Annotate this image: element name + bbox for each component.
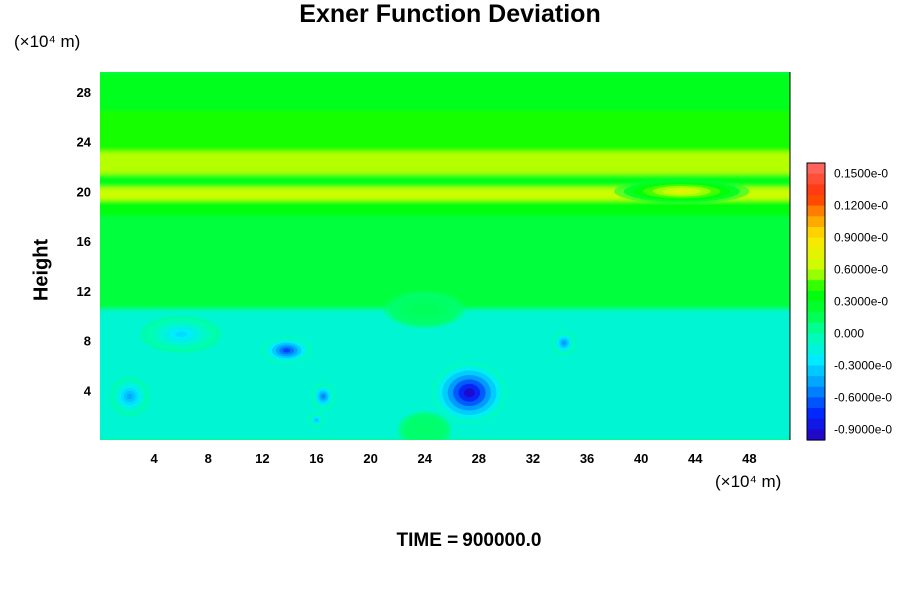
x-tick-label: 48: [742, 451, 756, 466]
colorbar-swatch: [807, 418, 825, 430]
colorbar-label: 0.1200e-0: [834, 199, 888, 213]
colorbar-label: 0.9000e-0: [834, 231, 888, 245]
colorbar-swatch: [807, 248, 825, 260]
x-tick-label: 40: [634, 451, 648, 466]
contour-feature-2: [261, 336, 313, 365]
contour-ring: [672, 189, 692, 194]
contour-band-7: [100, 72, 790, 111]
x-tick-label: 28: [472, 451, 486, 466]
x-tick-label: 16: [309, 451, 323, 466]
colorbar-swatch: [807, 312, 825, 324]
colorbar-swatch: [807, 354, 825, 367]
contour-feature-0: [431, 361, 508, 424]
contour-ring: [420, 427, 429, 433]
colorbar-swatch: [807, 194, 825, 207]
chart-title: Exner Function Deviation: [299, 0, 601, 28]
colorbar-swatch: [807, 258, 825, 271]
y-tick-label: 28: [77, 85, 91, 100]
colorbar-swatch: [807, 386, 825, 398]
contour-feature-7: [397, 411, 452, 440]
colorbar-label: 0.3000e-0: [834, 295, 888, 309]
contour-band-6: [100, 110, 790, 152]
x-axis-unit: (×10⁴ m): [715, 472, 782, 491]
colorbar-swatch: [807, 333, 825, 345]
colorbar-swatch: [807, 216, 825, 228]
colorbar-swatch: [807, 344, 825, 356]
contour-feature-5: [308, 412, 325, 428]
contour-ring: [321, 394, 325, 399]
colorbar-swatch: [807, 301, 825, 313]
x-tick-label: 32: [526, 451, 540, 466]
colorbar-label: -0.9000e-0: [834, 422, 892, 436]
colorbar-swatch: [807, 237, 825, 249]
y-tick-label: 24: [77, 135, 92, 150]
colorbar-swatch: [807, 205, 825, 217]
colorbar-swatch: [807, 290, 825, 303]
colorbar-swatch: [807, 269, 825, 281]
contour-ring: [283, 348, 291, 353]
colorbar-swatch: [807, 397, 825, 409]
contour-feature-6: [140, 315, 222, 353]
colorbar-swatch: [807, 184, 825, 196]
colorbar-swatch: [807, 163, 825, 175]
contour-band-2: [100, 200, 790, 217]
contour-ring: [315, 419, 318, 422]
time-readout: TIME = 900000.0: [0, 530, 900, 552]
x-tick-label: 20: [363, 451, 377, 466]
y-tick-label: 20: [77, 184, 91, 199]
colorbar-swatch: [807, 322, 825, 335]
contour-feature-4: [551, 330, 577, 356]
time-label: TIME =: [396, 530, 459, 551]
colorbar-swatch: [807, 226, 825, 239]
contour-ring: [562, 341, 566, 345]
time-value: 900000.0: [462, 530, 542, 551]
x-tick-label: 24: [417, 451, 432, 466]
x-tick-label: 4: [151, 451, 159, 466]
colorbar-label: 0.6000e-0: [834, 263, 888, 277]
contour-ring: [126, 393, 133, 400]
contour-feature-8: [614, 178, 750, 204]
contour-feature-1: [109, 376, 151, 417]
colorbar-swatch: [807, 173, 825, 185]
colorbar-label: -0.6000e-0: [834, 390, 892, 404]
plot-area: [100, 72, 791, 440]
colorbar-swatch: [807, 365, 825, 377]
contour-feature-9: [384, 290, 466, 329]
y-tick-label: 8: [84, 334, 91, 349]
colorbar-label: 0.1500e-0: [834, 167, 888, 181]
contour-band-4: [100, 173, 790, 188]
y-axis-unit: (×10⁴ m): [14, 32, 81, 51]
contour-band-5: [100, 151, 790, 174]
colorbar-swatch: [807, 376, 825, 388]
contour-feature-3: [311, 382, 336, 411]
colorbar-frame: [806, 162, 826, 441]
colorbar-label: -0.3000e-0: [834, 358, 892, 372]
contour-ring: [418, 306, 431, 313]
x-tick-label: 8: [205, 451, 212, 466]
contour-ring: [175, 331, 187, 337]
colorbar-swatch: [807, 429, 825, 441]
x-tick-label: 12: [255, 451, 269, 466]
colorbar-label: 0.000: [834, 326, 864, 340]
y-tick-label: 4: [84, 383, 92, 398]
colorbar-swatch: [807, 408, 825, 420]
colorbar-swatch: [807, 280, 825, 292]
x-tick-label: 44: [688, 451, 703, 466]
colorbar: 0.1500e-0 0.1200e-0 0.9000e-0 0.6000e-0 0.30…: [806, 162, 892, 441]
y-tick-label: 12: [77, 284, 91, 299]
y-tick-label: 16: [77, 234, 91, 249]
x-tick-label: 36: [580, 451, 594, 466]
contour-ring: [463, 388, 475, 398]
